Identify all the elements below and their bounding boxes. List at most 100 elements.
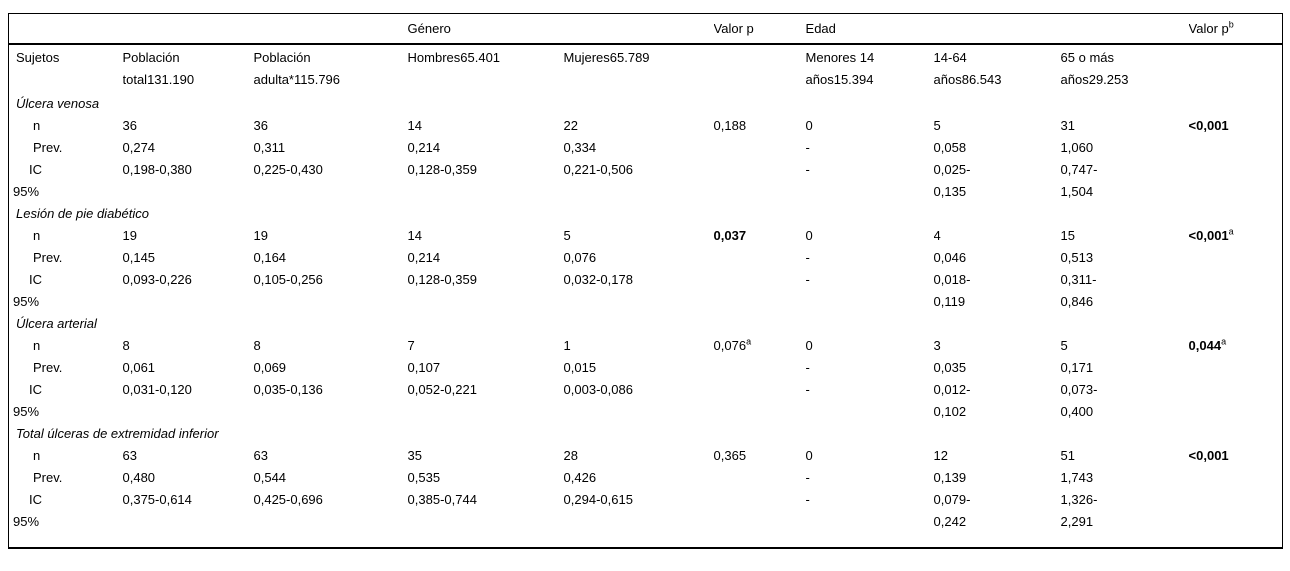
cell	[714, 159, 806, 203]
table-row: n 8 8 7 1 0,076a 0 3 5 0,044a	[9, 335, 1283, 357]
footnote-superscript: a	[1228, 226, 1234, 237]
p-value: <0,001	[1188, 228, 1229, 243]
cell: 1,326- 2,291	[1060, 492, 1098, 529]
col-header-mujeres: Mujeres65.789	[563, 50, 650, 65]
cell: 0,171	[1060, 360, 1094, 375]
cell: 36	[122, 118, 137, 133]
cell: 7	[407, 338, 415, 353]
cell: 0,037	[714, 225, 806, 247]
cell: <0,001	[1189, 445, 1283, 467]
valor-p-b-superscript: b	[1228, 19, 1234, 30]
cell: 0,145	[122, 250, 156, 265]
table-row: Prev. 0,480 0,544 0,535 0,426 - 0,139 1,743	[9, 467, 1283, 489]
cell: 0,031-0,120	[122, 382, 192, 397]
cell: 5	[1060, 338, 1068, 353]
cell	[1189, 137, 1283, 159]
cell: 14	[407, 228, 422, 243]
cell: 8	[253, 338, 261, 353]
group-header-row: Género Valor p Edad Valor pb	[8, 13, 1283, 45]
row-label: Prev.	[33, 360, 63, 375]
row-label: n	[33, 338, 41, 353]
table-row: Prev. 0,061 0,069 0,107 0,015 - 0,035 0,171	[9, 357, 1283, 379]
col-header-empty	[1189, 44, 1283, 93]
cell: 14	[407, 118, 422, 133]
cell: 63	[122, 448, 137, 463]
cell: 0,105-0,256	[253, 272, 323, 287]
row-label: IC 95%	[13, 162, 42, 199]
cell: 0,334	[563, 140, 597, 155]
cell: 0,073- 0,400	[1060, 382, 1098, 419]
cell: 0	[805, 448, 813, 463]
cell: 0,544	[253, 470, 287, 485]
cell: 0,035-0,136	[253, 382, 323, 397]
cell: 0,747- 1,504	[1060, 162, 1098, 199]
cell: -	[805, 382, 810, 397]
cell: 0,046	[933, 250, 967, 265]
cell: 51	[1060, 448, 1075, 463]
cell: 0,058	[933, 140, 967, 155]
section-title: Lesión de pie diabético	[16, 206, 149, 221]
cell: 4	[933, 228, 941, 243]
row-label: n	[33, 118, 41, 133]
section-title: Úlcera arterial	[16, 316, 97, 331]
cell: 15	[1060, 228, 1075, 243]
cell: 0,385-0,744	[407, 492, 477, 507]
cell: 0,012- 0,102	[933, 382, 971, 419]
group-header-empty	[563, 13, 714, 45]
cell: 22	[563, 118, 578, 133]
cell: 0,018- 0,119	[933, 272, 971, 309]
valor-p-b-label: Valor p	[1188, 21, 1229, 36]
cell: 0,003-0,086	[563, 382, 633, 397]
cell: 0,480	[122, 470, 156, 485]
cell	[714, 247, 806, 269]
cell: 28	[563, 448, 578, 463]
cell: 0,035	[933, 360, 967, 375]
section-title: Total úlceras de extremidad inferior	[16, 426, 219, 441]
cell: 0,164	[253, 250, 287, 265]
cell: 0,188	[714, 115, 806, 137]
cell: 1	[563, 338, 571, 353]
cell: 8	[122, 338, 130, 353]
row-label: IC 95%	[13, 382, 42, 419]
cell: 0,044a	[1189, 335, 1283, 357]
cell: -	[805, 140, 810, 155]
cell: 0,052-0,221	[407, 382, 477, 397]
cell	[1189, 489, 1283, 548]
cell: 0	[805, 338, 813, 353]
p-value: 0,037	[713, 228, 747, 243]
cell: 0,061	[122, 360, 156, 375]
row-label: IC 95%	[13, 492, 42, 529]
row-label: IC 95%	[13, 272, 42, 309]
cell	[714, 137, 806, 159]
cell: -	[805, 250, 810, 265]
cell: 0,311- 0,846	[1060, 272, 1097, 309]
footnote-superscript: a	[1221, 336, 1227, 347]
section-title: Úlcera venosa	[16, 96, 100, 111]
cell: 0,513	[1060, 250, 1094, 265]
cell: 35	[407, 448, 422, 463]
cell: 5	[563, 228, 571, 243]
cell: 19	[253, 228, 268, 243]
cell: 0,128-0,359	[407, 162, 477, 177]
cell: 3	[933, 338, 941, 353]
cell	[1189, 247, 1283, 269]
cell: 19	[122, 228, 137, 243]
cell	[1189, 159, 1283, 203]
cell: 0,128-0,359	[407, 272, 477, 287]
group-header-valor-p-b: Valor pb	[1188, 13, 1283, 45]
group-header-genero: Género	[407, 13, 564, 45]
cell: 1,060	[1060, 140, 1094, 155]
group-header-empty	[1060, 13, 1189, 45]
col-header-empty	[714, 44, 806, 93]
table-row: IC 95% 0,375-0,614 0,425-0,696 0,385-0,744 0…	[9, 489, 1283, 548]
cell: 0,069	[253, 360, 287, 375]
row-label: n	[33, 228, 41, 243]
cell: 0,107	[407, 360, 441, 375]
cell: -	[805, 360, 810, 375]
row-label: Prev.	[33, 250, 63, 265]
p-value: <0,001	[1188, 448, 1229, 463]
cell: 0,426	[563, 470, 597, 485]
cell: 0,025- 0,135	[933, 162, 971, 199]
footnote-superscript: a	[746, 336, 752, 347]
cell: 0,365	[714, 445, 806, 467]
